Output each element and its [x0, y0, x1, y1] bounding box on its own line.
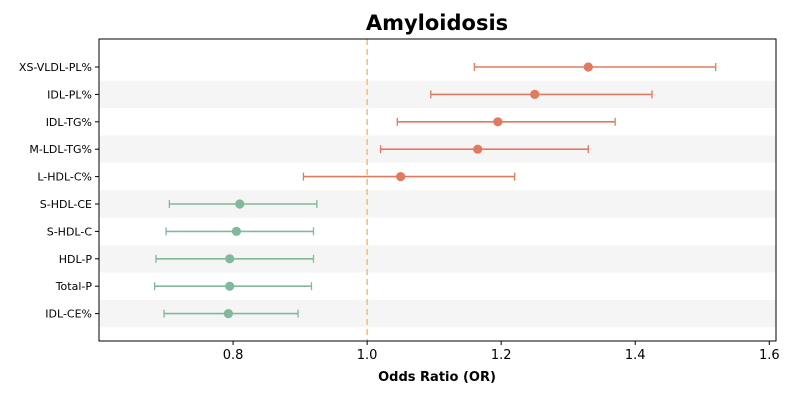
y-tick-label: IDL-PL%	[47, 88, 92, 101]
odds-ratio-point	[396, 172, 406, 182]
y-tick-label: IDL-CE%	[45, 308, 92, 321]
y-tick-label: M-LDL-TG%	[29, 143, 92, 156]
y-tick-label: XS-VLDL-PL%	[19, 61, 92, 74]
y-tick-label: S-HDL-CE	[40, 198, 92, 211]
row-l-hdl-c	[302, 172, 516, 182]
x-tick-label: 1.6	[759, 348, 780, 363]
row-hdl-p	[155, 254, 315, 264]
odds-ratio-point	[231, 226, 242, 236]
y-tick-label: S-HDL-C	[47, 225, 93, 238]
x-tick-label: 0.8	[223, 348, 244, 363]
odds-ratio-point	[473, 144, 483, 154]
plot-frame	[98, 38, 777, 342]
row-s-hdl-c	[165, 226, 315, 236]
x-tick-label: 1.0	[357, 348, 378, 363]
odds-ratio-point	[225, 254, 235, 264]
x-axis-label: Odds Ratio (OR)	[378, 370, 496, 385]
odds-ratio-point	[493, 117, 503, 127]
row-s-hdl-ce	[168, 199, 318, 209]
odds-ratio-point	[583, 62, 593, 72]
row-total-p	[153, 281, 313, 291]
row-idl-ce	[163, 309, 299, 319]
row-idl-pl	[430, 89, 653, 99]
row-m-ldl-tg	[379, 144, 589, 154]
x-tick-label: 1.4	[625, 348, 646, 363]
y-tick-label: HDL-P	[59, 253, 93, 266]
odds-ratio-point	[235, 199, 245, 209]
y-tick-label: IDL-TG%	[46, 116, 92, 129]
data-rows	[153, 62, 717, 319]
odds-ratio-point	[223, 309, 233, 319]
x-tick-label: 1.2	[491, 348, 512, 363]
odds-ratio-point	[530, 89, 540, 99]
y-axis: XS-VLDL-PL% IDL-PL% IDL-TG% M-LDL-TG% L-HDL-…	[19, 61, 99, 321]
odds-ratio-point	[225, 281, 235, 291]
y-tick-label: Total-P	[55, 280, 93, 293]
x-axis: 0.8 1.0 1.2 1.4 1.6	[223, 341, 780, 363]
chart-title: Amyloidosis	[366, 11, 508, 35]
row-idl-tg	[396, 117, 616, 127]
row-xs-vldl-pl	[473, 62, 717, 72]
y-tick-label: L-HDL-C%	[37, 171, 92, 184]
